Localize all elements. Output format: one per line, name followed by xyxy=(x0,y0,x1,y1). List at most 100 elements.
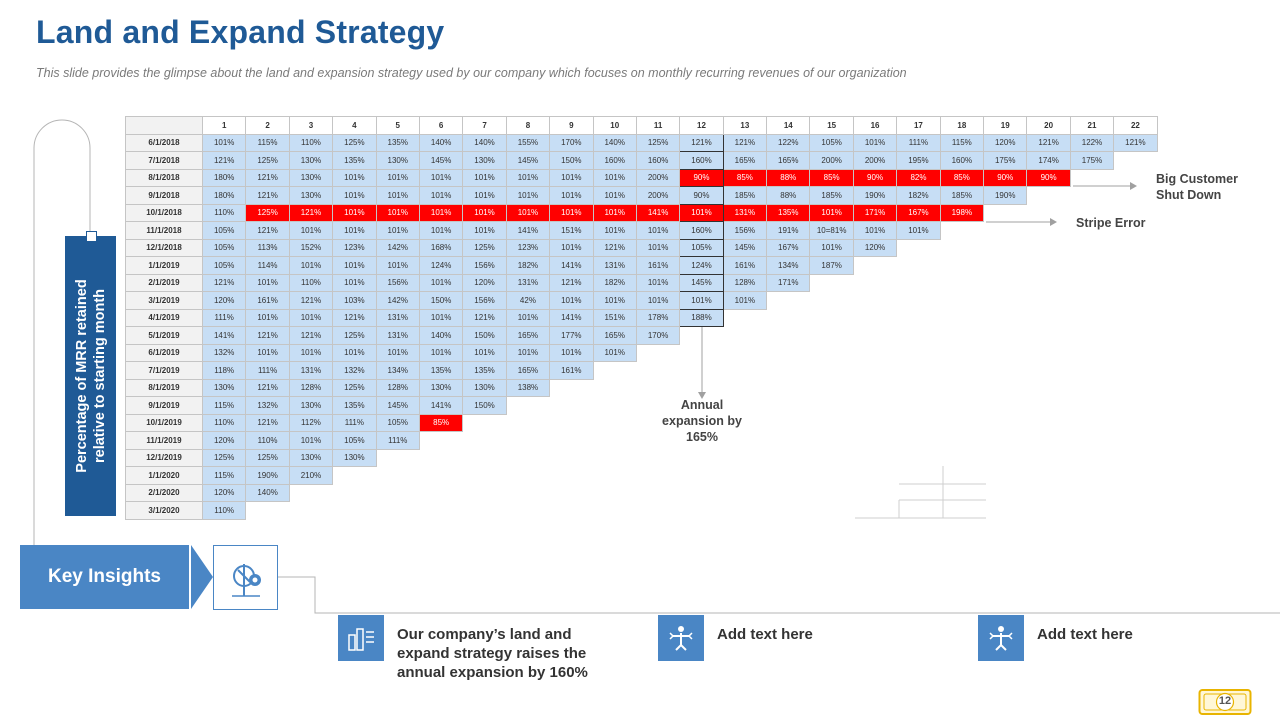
retention-cell: 110% xyxy=(288,133,334,152)
empty-cell xyxy=(984,292,1027,310)
empty-cell xyxy=(1027,502,1070,520)
retention-cell: 134% xyxy=(375,361,420,380)
retention-cell: 101% xyxy=(332,168,377,187)
empty-cell xyxy=(940,502,983,520)
city-network-icon xyxy=(348,628,374,651)
retention-cell: 128% xyxy=(288,378,334,397)
retention-cell: 121% xyxy=(245,413,290,432)
column-header: 1 xyxy=(201,116,247,135)
empty-cell xyxy=(1070,379,1113,397)
empty-cell xyxy=(853,309,896,327)
retention-cell: 161% xyxy=(549,361,594,380)
retention-cell: 130% xyxy=(375,151,420,170)
empty-cell xyxy=(810,432,853,450)
empty-cell xyxy=(1070,502,1113,520)
retention-cell: 128% xyxy=(375,378,420,397)
insight-icon-box xyxy=(658,615,704,661)
slide-title: Land and Expand Strategy xyxy=(36,14,445,50)
retention-cell: 171% xyxy=(852,203,898,222)
empty-cell xyxy=(1114,362,1157,380)
row-date-label: 3/1/2019 xyxy=(125,291,203,310)
retention-cell: 105% xyxy=(375,413,420,432)
retention-cell: 101% xyxy=(375,221,420,240)
row-date-label: 4/1/2019 xyxy=(125,308,203,327)
retention-cell: 156% xyxy=(462,256,507,275)
retention-cell: 101% xyxy=(418,273,464,292)
empty-cell xyxy=(593,484,636,502)
empty-cell xyxy=(636,484,679,502)
column-header: 14 xyxy=(766,116,811,135)
retention-cell: 120% xyxy=(852,238,898,257)
retention-cell: 121% xyxy=(288,203,334,222)
empty-cell xyxy=(1070,327,1113,345)
empty-cell xyxy=(767,397,810,415)
empty-cell xyxy=(419,484,462,502)
retention-cell: 180% xyxy=(201,168,247,187)
row-date-label: 2/1/2020 xyxy=(125,483,203,502)
empty-cell xyxy=(376,502,419,520)
retention-cell: 121% xyxy=(722,133,768,152)
column-header: 16 xyxy=(852,116,898,135)
retention-cell: 101% xyxy=(332,343,377,362)
retention-cell: 120% xyxy=(983,133,1028,152)
retention-cell: 135% xyxy=(462,361,507,380)
retention-cell: 141% xyxy=(418,396,464,415)
retention-cell: 105% xyxy=(201,238,247,257)
empty-cell xyxy=(1070,467,1113,485)
retention-cell: 142% xyxy=(375,291,420,310)
empty-cell xyxy=(984,309,1027,327)
retention-cell: 101% xyxy=(809,203,854,222)
retention-cell: 125% xyxy=(245,151,290,170)
retention-cell: 101% xyxy=(505,343,551,362)
retention-cell: 131% xyxy=(505,273,551,292)
empty-cell xyxy=(1114,292,1157,310)
retention-cell: 151% xyxy=(549,221,594,240)
retention-cell: 130% xyxy=(201,378,247,397)
retention-cell: 170% xyxy=(549,133,594,152)
empty-cell xyxy=(333,484,376,502)
empty-cell xyxy=(1114,414,1157,432)
empty-cell xyxy=(767,502,810,520)
empty-cell xyxy=(333,467,376,485)
column-header: 17 xyxy=(896,116,941,135)
empty-cell xyxy=(1114,484,1157,502)
retention-cell: 123% xyxy=(332,238,377,257)
empty-cell xyxy=(1027,344,1070,362)
retention-cell: 165% xyxy=(766,151,811,170)
empty-cell xyxy=(940,309,983,327)
empty-cell xyxy=(289,502,332,520)
empty-cell xyxy=(853,257,896,275)
retention-cell: 132% xyxy=(245,396,290,415)
empty-cell xyxy=(853,344,896,362)
column-header: 13 xyxy=(722,116,768,135)
retention-cell: 101% xyxy=(332,221,377,240)
retention-cell: 175% xyxy=(983,151,1028,170)
page-number-badge: 12 xyxy=(1198,688,1252,716)
retention-cell: 90% xyxy=(983,168,1028,187)
retention-cell: 101% xyxy=(549,291,594,310)
row-date-label: 2/1/2019 xyxy=(125,273,203,292)
empty-cell xyxy=(593,432,636,450)
retention-cell: 182% xyxy=(896,186,941,205)
empty-cell xyxy=(897,432,940,450)
empty-cell xyxy=(984,257,1027,275)
row-date-label: 5/1/2019 xyxy=(125,326,203,345)
retention-cell: 115% xyxy=(939,133,985,152)
column-header: 9 xyxy=(549,116,594,135)
empty-cell xyxy=(810,309,853,327)
retention-cell: 200% xyxy=(635,186,681,205)
empty-cell xyxy=(376,467,419,485)
retention-cell: 128% xyxy=(722,273,768,292)
empty-cell xyxy=(853,414,896,432)
table-row: 10/1/2018 110% 125% 121% 101% 101% 101% 101% 101… xyxy=(125,203,1158,222)
retention-cell: 101% xyxy=(592,168,637,187)
empty-cell xyxy=(593,414,636,432)
empty-cell xyxy=(984,397,1027,415)
empty-cell xyxy=(810,344,853,362)
retention-cell: 120% xyxy=(462,273,507,292)
retention-cell: 101% xyxy=(635,221,681,240)
retention-cell: 130% xyxy=(288,186,334,205)
empty-cell xyxy=(550,502,593,520)
empty-cell xyxy=(1114,239,1157,257)
row-date-label: 11/1/2018 xyxy=(125,221,203,240)
